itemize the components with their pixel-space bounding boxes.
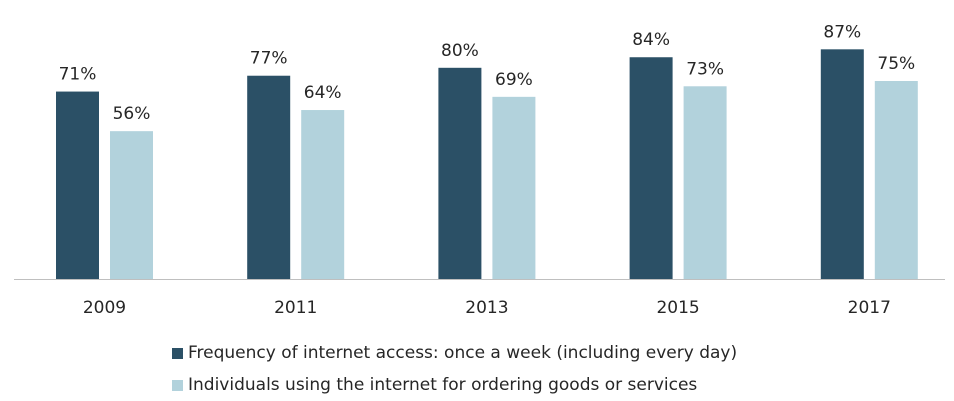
- x-tick-label-2015: 2015: [656, 298, 699, 318]
- legend-label-series-2: Individuals using the internet for order…: [188, 375, 698, 395]
- x-tick-label-2013: 2013: [465, 298, 508, 318]
- bar-series-1-2011: [247, 75, 291, 279]
- bar-series-2-2015: [683, 86, 727, 279]
- legend-swatch-series-2: [172, 379, 183, 391]
- legend-item-series-1: Frequency of internet access: once a wee…: [172, 337, 737, 369]
- data-label-series-1-2011: 77%: [250, 49, 288, 69]
- bar-series-1-2009: [56, 91, 99, 279]
- data-label-series-1-2015: 84%: [632, 30, 670, 50]
- data-label-series-2-2011: 64%: [304, 83, 342, 103]
- bar-series-1-2015: [629, 57, 673, 279]
- bar-series-2-2009: [110, 131, 153, 279]
- bar-series-2-2011: [301, 110, 345, 279]
- bar-series-1-2017: [820, 49, 864, 279]
- data-label-series-2-2015: 73%: [686, 59, 724, 79]
- data-label-series-1-2013: 80%: [441, 41, 479, 61]
- bar-series-2-2013: [492, 96, 536, 279]
- data-label-series-1-2017: 87%: [823, 22, 861, 42]
- legend-item-series-2: Individuals using the internet for order…: [172, 369, 737, 401]
- legend: Frequency of internet access: once a wee…: [172, 337, 737, 401]
- bar-series-1-2013: [438, 67, 482, 279]
- x-tick-label-2009: 2009: [83, 298, 126, 318]
- x-tick-label-2011: 2011: [274, 298, 317, 318]
- data-label-series-2-2009: 56%: [113, 104, 151, 124]
- legend-swatch-series-1: [172, 347, 183, 359]
- data-label-series-2-2017: 75%: [877, 54, 915, 74]
- legend-label-series-1: Frequency of internet access: once a wee…: [188, 343, 738, 363]
- bar-series-2-2017: [874, 81, 918, 279]
- x-tick-label-2017: 2017: [848, 298, 891, 318]
- data-label-series-1-2009: 71%: [59, 65, 97, 85]
- data-label-series-2-2013: 69%: [495, 70, 533, 90]
